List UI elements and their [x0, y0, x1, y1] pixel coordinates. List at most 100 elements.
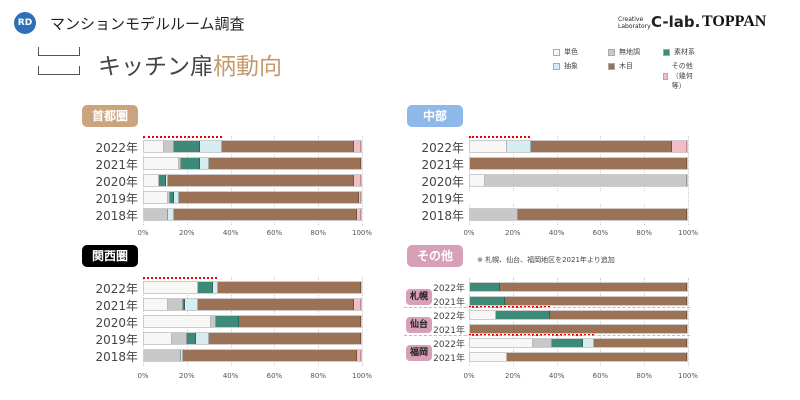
bar-segment-抽象 — [200, 158, 210, 169]
bar-segment-無地調 — [532, 339, 553, 347]
bar-segment-木目 — [593, 339, 687, 347]
bar-segment-素材系 — [198, 282, 214, 293]
x-tick-label: 80% — [636, 229, 652, 237]
region-tag: 首都圏 — [82, 105, 138, 127]
bar-segment-その他（幾何等） — [356, 209, 361, 220]
bar-segment-無地調 — [178, 158, 181, 169]
stacked-bar — [469, 338, 688, 348]
x-tick-label: 60% — [266, 229, 283, 237]
bar-segment-単色 — [144, 282, 199, 293]
legend-swatch — [608, 62, 615, 70]
x-tick-label: 20% — [505, 229, 521, 237]
legend-swatch — [608, 48, 615, 56]
bar-segment-素材系 — [470, 297, 505, 305]
bar-segment-単色 — [470, 141, 507, 152]
city-separator — [404, 307, 690, 308]
bar-segment-抽象 — [582, 339, 594, 347]
stacked-bar — [469, 157, 688, 170]
page-title: マンションモデルルーム調査 — [50, 15, 245, 33]
legend-swatch — [663, 72, 668, 80]
stacked-bar — [469, 191, 688, 204]
bar-segment-単色 — [144, 192, 168, 203]
year-label: 2019年 — [421, 192, 464, 206]
kitchen-icon — [38, 47, 80, 56]
x-tick-label: 100% — [351, 229, 372, 237]
region-tag: 中部 — [407, 105, 463, 127]
highlight-dotted-line — [143, 277, 218, 279]
city-tag: 仙台 — [406, 317, 432, 333]
year-label: 2018年 — [95, 209, 138, 223]
stacked-bar — [143, 332, 362, 345]
bar-segment-抽象 — [174, 192, 179, 203]
bar-segment-その他（幾何等） — [354, 175, 361, 186]
bar-segment-素材系 — [159, 175, 166, 186]
bar-segment-素材系 — [496, 311, 551, 319]
x-tick-label: 20% — [179, 229, 195, 237]
city-tag: 福岡 — [406, 345, 432, 361]
gridline — [469, 278, 470, 366]
bar-segment-無地調 — [167, 299, 184, 310]
year-label: 2022年 — [95, 282, 138, 296]
legend-swatch — [663, 48, 670, 56]
bar-segment-木目 — [470, 158, 687, 169]
bar-segment-木目 — [217, 282, 361, 293]
bar-segment-木目 — [550, 311, 687, 319]
x-tick-label: 100% — [351, 372, 372, 380]
stacked-bar — [469, 352, 688, 362]
legend-swatch — [553, 48, 560, 56]
bar-segment-その他（幾何等） — [356, 350, 361, 361]
bar-segment-無地調 — [172, 333, 188, 344]
bar-segment-その他（幾何等） — [671, 141, 687, 152]
rd-logo: RD — [14, 12, 36, 34]
bar-segment-木目 — [504, 297, 687, 305]
x-tick-label: 80% — [636, 372, 652, 380]
stacked-bar — [143, 140, 362, 153]
year-label: 2021年 — [433, 326, 465, 336]
year-label: 2021年 — [421, 158, 464, 172]
highlight-dotted-line — [143, 136, 222, 138]
year-label: 2018年 — [421, 209, 464, 223]
note-text: ※ 札幌、仙台、福岡地区を2021年より追加 — [477, 256, 615, 264]
legend-item: その他（幾何等） — [663, 61, 703, 91]
bar-segment-素材系 — [180, 158, 201, 169]
year-label: 2022年 — [433, 340, 465, 350]
stacked-bar — [469, 208, 688, 221]
city-tag: 札幌 — [406, 289, 432, 305]
subtitle-highlight: 柄動向 — [213, 54, 282, 80]
bar-segment-抽象 — [165, 175, 168, 186]
year-label: 2019年 — [95, 333, 138, 347]
stacked-bar — [143, 349, 362, 362]
legend-item: 木目 — [608, 61, 633, 71]
legend-label: 木目 — [619, 62, 633, 70]
x-tick-label: 0% — [463, 229, 475, 237]
bar-segment-素材系 — [170, 192, 175, 203]
bar-segment-抽象 — [180, 350, 184, 361]
bar-segment-その他（幾何等） — [354, 141, 361, 152]
year-label: 2019年 — [95, 192, 138, 206]
bar-segment-木目 — [178, 192, 359, 203]
bar-segment-その他（幾何等） — [354, 299, 361, 310]
bar-segment-抽象 — [167, 209, 175, 220]
year-label: 2021年 — [95, 158, 138, 172]
gridline — [600, 278, 602, 366]
bar-segment-単色 — [144, 299, 168, 310]
legend-swatch — [553, 62, 560, 70]
subtitle-part: キッチン扉 — [98, 54, 213, 80]
bar-segment-無地調 — [211, 316, 216, 327]
bar-segment-素材系 — [470, 283, 501, 291]
bar-segment-木目 — [167, 175, 355, 186]
year-label: 2018年 — [95, 350, 138, 364]
gridline — [362, 277, 363, 366]
highlight-dotted-line — [469, 136, 531, 138]
bar-segment-木目 — [239, 316, 361, 327]
stacked-bar — [143, 157, 362, 170]
year-label: 2022年 — [433, 312, 465, 322]
x-tick-label: 20% — [179, 372, 195, 380]
bar-segment-無地調 — [485, 175, 687, 186]
bar-segment-単色 — [470, 175, 486, 186]
bar-segment-木目 — [500, 283, 687, 291]
bar-segment-木目 — [183, 350, 357, 361]
bar-segment-その他（幾何等） — [358, 192, 361, 203]
bar-segment-無地調 — [144, 209, 168, 220]
brand-toppan: TOPPAN — [702, 13, 767, 30]
